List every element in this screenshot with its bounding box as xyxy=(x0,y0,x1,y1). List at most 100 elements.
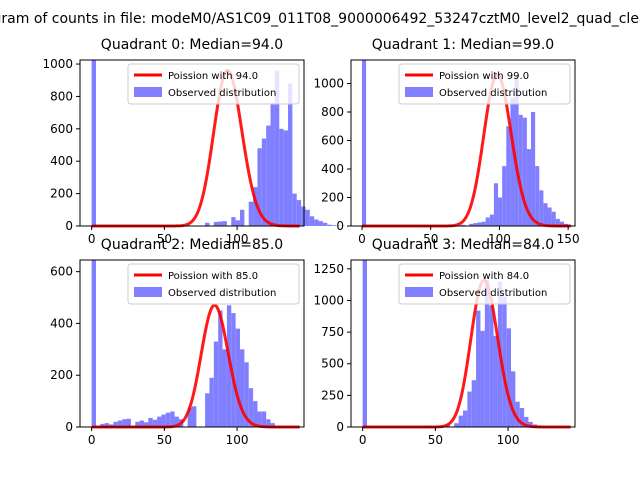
quadrant-3-title: Quadrant 3: Median=84.0 xyxy=(372,237,554,253)
histogram-bar xyxy=(148,417,153,427)
histogram-bar xyxy=(261,411,267,427)
y-tick-label: 750 xyxy=(321,325,344,339)
y-tick-label: 1000 xyxy=(42,57,73,71)
histogram-bar xyxy=(218,221,223,226)
histogram-bar xyxy=(480,330,485,427)
histogram-bar xyxy=(231,313,236,427)
histogram-bar xyxy=(218,310,223,427)
histogram-bar xyxy=(240,349,245,427)
y-tick-label: 600 xyxy=(50,122,73,136)
histogram-bar xyxy=(514,74,519,227)
x-tick-label: 50 xyxy=(428,433,443,447)
histogram-bar xyxy=(161,414,166,427)
histogram-bar xyxy=(266,125,271,226)
histogram-bar xyxy=(213,341,219,427)
histogram-bar xyxy=(205,222,210,226)
histogram-bar xyxy=(270,423,275,427)
y-tick-label: 1000 xyxy=(313,77,344,91)
histogram-bar xyxy=(515,401,520,427)
y-tick-label: 0 xyxy=(65,420,73,434)
histogram-bar xyxy=(463,410,468,427)
histogram-bar xyxy=(493,183,499,226)
y-tick-label: 250 xyxy=(321,388,344,402)
histogram-bar xyxy=(331,225,336,226)
histogram-bar xyxy=(266,419,271,427)
legend-box xyxy=(398,263,571,305)
histogram-bar xyxy=(91,60,96,226)
quadrant-2-plot-area: 0 50 100 0 200 400 600 xyxy=(50,259,305,447)
y-tick-label: 0 xyxy=(336,420,344,434)
y-tick-label: 600 xyxy=(321,134,344,148)
histogram-bar xyxy=(485,217,490,226)
legend-bar-swatch xyxy=(405,287,433,297)
histogram-bar xyxy=(506,126,511,226)
histogram-bar xyxy=(547,207,552,226)
x-tick-label: 100 xyxy=(226,433,249,447)
y-tick-label: 600 xyxy=(50,265,73,279)
histogram-bar xyxy=(157,416,162,427)
histogram-bar xyxy=(454,423,459,427)
axes-frame xyxy=(79,59,305,227)
histogram-bar xyxy=(170,411,175,427)
histogram-bar xyxy=(292,193,297,226)
histogram-bar xyxy=(502,166,507,226)
y-tick-label: 400 xyxy=(321,162,344,176)
histogram-bar xyxy=(235,220,240,226)
histogram-bar xyxy=(244,362,249,427)
histogram-bar xyxy=(187,407,192,427)
histogram-bar xyxy=(222,221,227,226)
histogram-bar xyxy=(174,416,179,427)
y-tick-label: 200 xyxy=(50,187,73,201)
histogram-bar xyxy=(240,209,245,226)
y-tick-label: 1000 xyxy=(313,293,344,307)
quadrant-2-legend-line-label: Poission with 85.0 xyxy=(168,271,258,282)
histogram-bar xyxy=(248,388,254,427)
y-tick-label: 0 xyxy=(65,219,73,233)
histogram-bar xyxy=(473,223,478,226)
histogram-bar xyxy=(510,97,515,226)
histogram-bar xyxy=(543,203,548,226)
histogram-bar xyxy=(322,222,328,226)
legend-bar-swatch xyxy=(405,87,433,97)
histogram-bar xyxy=(467,391,472,427)
histogram-bar xyxy=(270,102,275,226)
histogram-bar xyxy=(205,393,210,427)
histogram-bar xyxy=(327,224,332,226)
x-tick-label: 0 xyxy=(88,433,96,447)
histogram-bar xyxy=(117,420,123,427)
y-tick-label: 200 xyxy=(50,368,73,382)
quadrant-0-legend-bar-label: Observed distribution xyxy=(168,88,276,99)
histogram-bar xyxy=(522,117,527,226)
histogram-bar xyxy=(283,130,288,226)
histogram-bar xyxy=(535,166,540,226)
histogram-bar xyxy=(139,420,144,427)
histogram-bar xyxy=(213,221,219,226)
histogram-bar xyxy=(502,296,507,427)
x-tick-label: 0 xyxy=(358,232,366,246)
x-tick-label: 0 xyxy=(88,232,96,246)
histogram-bar xyxy=(559,221,564,226)
histogram-bar xyxy=(122,419,127,427)
histogram-bar xyxy=(253,187,258,226)
quadrant-0-legend-line-label: Poission with 94.0 xyxy=(168,71,258,82)
histogram-bar xyxy=(555,218,560,226)
histogram-bar xyxy=(126,418,131,427)
histogram-bar xyxy=(192,406,197,427)
histogram-bar xyxy=(519,408,525,427)
y-tick-label: 400 xyxy=(50,154,73,168)
y-tick-label: 400 xyxy=(50,316,73,330)
histogram-bar xyxy=(524,416,529,427)
histogram-bar xyxy=(222,349,227,427)
quadrant-1-plot-area: 0 50 100 150 0 200 400 600 800 1000 xyxy=(313,59,580,246)
x-tick-label: 150 xyxy=(557,232,580,246)
histogram-bar xyxy=(135,421,140,427)
histogram-bar xyxy=(279,128,284,226)
histogram-bar xyxy=(477,222,482,226)
legend-bar-swatch xyxy=(134,87,162,97)
histogram-bar xyxy=(104,423,110,427)
